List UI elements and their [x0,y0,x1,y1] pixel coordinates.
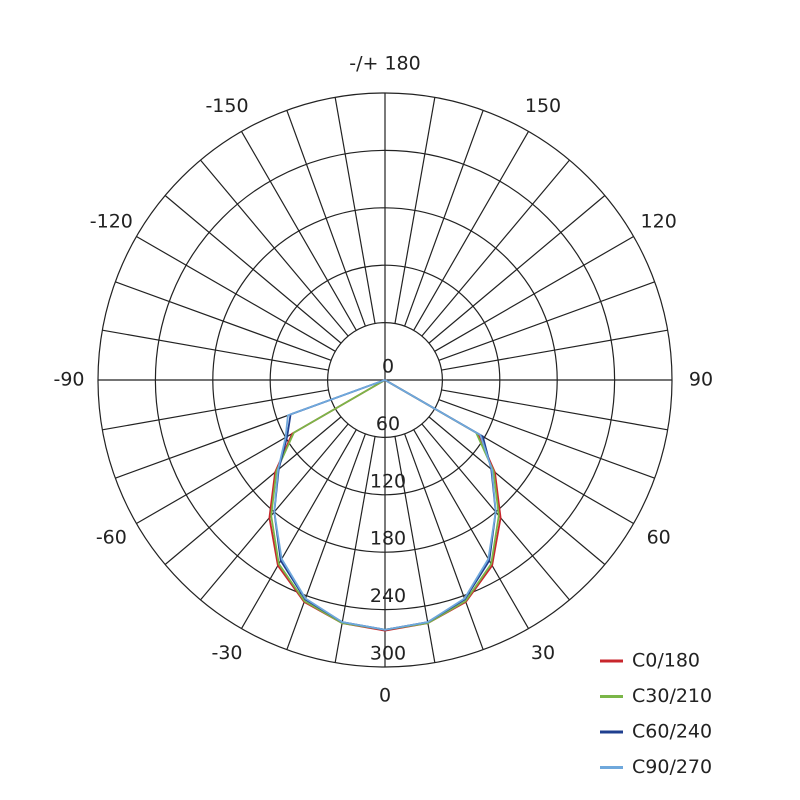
spoke [404,110,484,327]
angle-label: -120 [90,211,133,233]
spoke [164,416,342,565]
spoke [394,97,436,324]
spoke [102,389,329,431]
spoke [115,281,332,361]
spoke [404,433,484,650]
spoke [413,429,530,629]
spoke [438,281,655,361]
angle-label: 150 [525,95,561,117]
angle-label: -30 [211,642,242,664]
legend-label: C0/180 [632,650,700,672]
angle-label: 30 [531,642,555,664]
r-tick-label: 0 [382,356,394,378]
spoke [428,195,606,344]
spoke [394,436,436,663]
spoke [413,131,530,331]
spoke [428,416,606,565]
r-tick-label: 180 [370,528,406,550]
spoke [240,131,357,331]
angle-label: -/+ 180 [349,53,420,75]
spoke [102,329,329,371]
angle-label: 0 [379,685,391,707]
spoke [334,97,376,324]
curve [273,379,497,631]
angle-label: -60 [96,527,127,549]
r-tick-label: 240 [370,585,406,607]
spoke [441,389,668,431]
angle-label: -150 [205,95,248,117]
angle-label: -90 [53,369,84,391]
spoke [434,235,634,352]
spoke [421,159,570,337]
angle-label: 90 [689,369,713,391]
r-tick-label: 120 [370,470,406,492]
legend-label: C30/210 [632,685,712,707]
spoke [441,329,668,371]
spoke [240,429,357,629]
spoke [334,436,376,663]
legend-label: C90/270 [632,756,712,778]
angle-label: 120 [641,211,677,233]
spoke [286,110,366,327]
spoke [286,433,366,650]
spoke [136,235,336,352]
spoke [164,195,342,344]
spoke [200,159,349,337]
r-tick-label: 60 [376,413,400,435]
r-tick-label: 300 [370,643,406,665]
legend-label: C60/240 [632,721,712,743]
angle-label: 60 [647,527,671,549]
spoke [438,399,655,479]
